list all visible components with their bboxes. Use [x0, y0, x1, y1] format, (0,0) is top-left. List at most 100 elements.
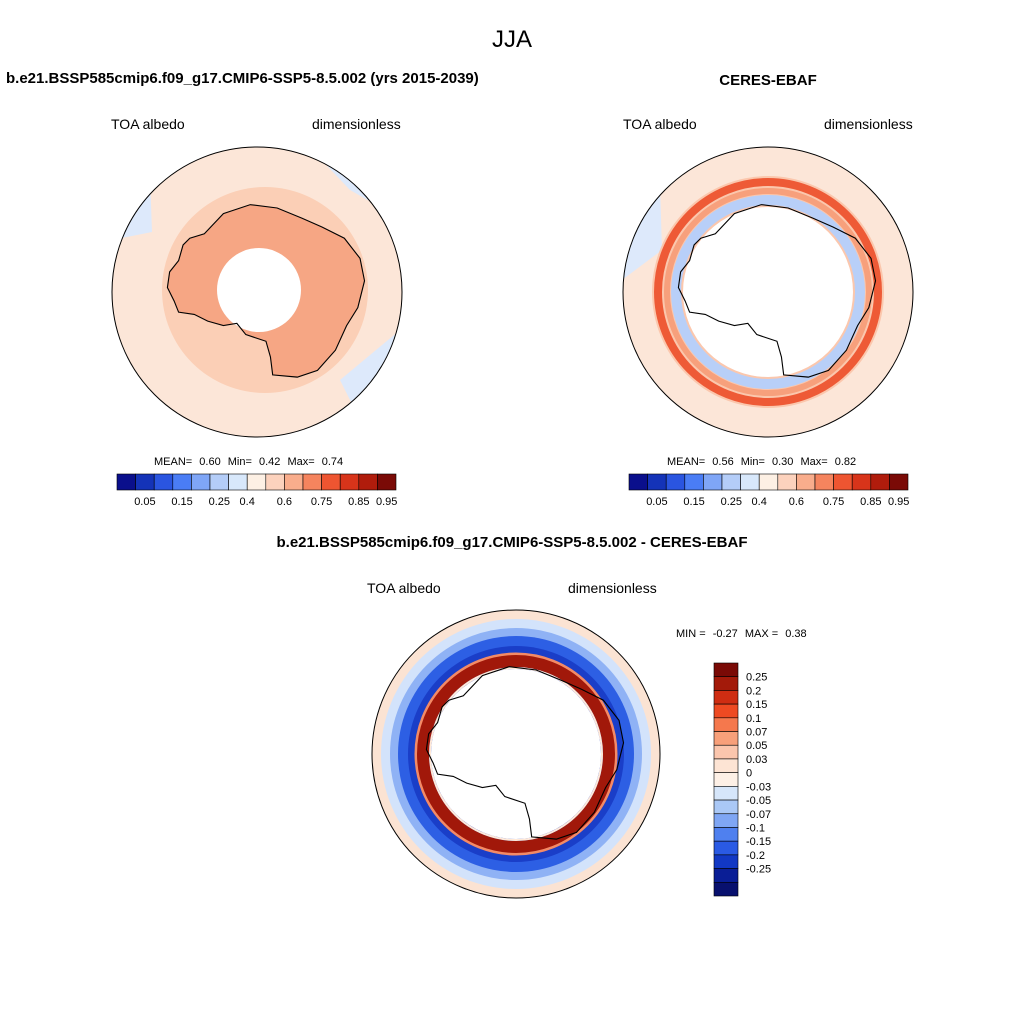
panel-1-colorbar-tick-label: 0.05: [134, 496, 155, 508]
panel-3-map: [372, 610, 660, 898]
panel-2-colorbar-swatch: [777, 473, 797, 491]
panel-2-colorbar-swatch: [814, 473, 834, 491]
panel-3-colorbar-swatch: [713, 786, 739, 801]
panel-3-colorbar-tick-label: -0.2: [746, 850, 765, 862]
panel-1-colorbar-swatch: [246, 473, 267, 491]
panel-3-colorbar-swatch: [713, 772, 739, 787]
panel-2-colorbar-tick-label: 0.95: [888, 496, 909, 508]
panel-1-colorbar-swatch: [265, 473, 285, 491]
panel-1-colorbar-swatch: [377, 473, 397, 491]
panel-2-colorbar-swatch: [721, 473, 741, 491]
panel-1-colorbar-swatch: [135, 473, 155, 491]
panel-3-colorbar-tick-label: 0.15: [746, 699, 767, 711]
panel-3-colorbar-tick-label: -0.15: [746, 836, 771, 848]
panel-2-colorbar-tick-label: 0.15: [683, 496, 704, 508]
panel-3-units-label: dimensionless: [568, 580, 657, 596]
panel-2-colorbar-tick-label: 0.25: [721, 496, 742, 508]
min-label: MIN =: [676, 628, 706, 640]
panel-1-map-border: [111, 146, 403, 438]
panel-1-colorbar-tick-label: 0.95: [376, 496, 397, 508]
panel-2-colorbar-swatch: [851, 473, 872, 491]
panel-3-colorbar-tick-label: 0: [746, 768, 752, 780]
panel-1-colorbar-tick-label: 0.85: [348, 496, 369, 508]
panel-1-stats: MEAN= 0.60 Min= 0.42 Max= 0.74: [154, 456, 343, 468]
panel-2-colorbar-swatch: [758, 473, 779, 491]
panel-3-colorbar-tick-label: 0.2: [746, 685, 761, 697]
panel-3-colorbar-swatch: [713, 758, 739, 773]
panel-2-colorbar-swatch: [796, 473, 816, 491]
panel-3-map-border: [371, 609, 661, 899]
panel-1-colorbar-tick-label: 0.4: [240, 496, 255, 508]
panel-2-variable-label: TOA albedo: [623, 116, 697, 132]
panel-2-colorbar-swatch: [870, 473, 890, 491]
panel-3-colorbar-swatch: [713, 840, 739, 856]
min-value: -0.27: [712, 628, 738, 640]
max-label: MAX =: [744, 628, 779, 640]
figure-title: JJA: [491, 26, 533, 53]
panel-1-colorbar-swatch: [153, 473, 174, 491]
panel-2-map: [623, 147, 913, 437]
panel-2-colorbar: 0.05 0.15 0.25 0.4 0.6 0.75 0.85 0.95: [628, 473, 909, 508]
panel-2-colorbar-tick-label: 0.75: [823, 496, 844, 508]
panel-2-colorbar-swatch: [647, 473, 667, 491]
panel-3-colorbar-swatch: [713, 662, 739, 678]
max-label: Max=: [287, 456, 315, 468]
panel-3-colorbar-swatch: [713, 813, 739, 828]
panel-3-title: b.e21.BSSP585cmip6.f09_g17.CMIP6-SSP5-8.…: [276, 534, 748, 551]
panel-1-colorbar-swatch: [339, 473, 360, 491]
panel-3-colorbar-tick-label: -0.05: [746, 795, 771, 807]
panel-2-map-border: [622, 146, 914, 438]
panel-1-colorbar-swatch: [358, 473, 378, 491]
panel-3-colorbar-swatch: [713, 717, 739, 732]
panel-1-colorbar-swatch: [116, 473, 136, 491]
panel-1-colorbar-swatch: [209, 473, 229, 491]
panel-3-colorbar-tick-label: -0.25: [746, 864, 771, 876]
panel-1-colorbar-tick-label: 0.75: [311, 496, 332, 508]
panel-3-colorbar-tick-label: -0.1: [746, 822, 765, 834]
panel-3-colorbar-swatch: [713, 854, 739, 869]
panel-2-colorbar-swatch: [684, 473, 704, 491]
panel-2-colorbar-tick-label: 0.85: [860, 496, 881, 508]
panel-3-colorbar-tick-label: -0.03: [746, 781, 771, 793]
min-value: 0.42: [258, 456, 281, 468]
panel-2-colorbar-swatch: [628, 473, 648, 491]
panel-1-colorbar-swatch: [321, 473, 341, 491]
panel-2-colorbar-swatch: [665, 473, 686, 491]
panel-1-variable-label: TOA albedo: [111, 116, 185, 132]
panel-3-colorbar-tick-label: 0.05: [746, 740, 767, 752]
panel-3-colorbar-swatch: [713, 690, 739, 705]
panel-2-colorbar-swatch: [703, 473, 723, 491]
panel-2-title: CERES-EBAF: [719, 72, 817, 89]
min-value: 0.30: [771, 456, 794, 468]
panel-1-colorbar-tick-label: 0.15: [171, 496, 192, 508]
panel-2-colorbar-swatch: [889, 473, 909, 491]
panel-1-colorbar: 0.05 0.15 0.25 0.4 0.6 0.75 0.85 0.95: [116, 473, 397, 508]
min-label: Min=: [740, 456, 765, 468]
panel-3-colorbar-swatch: [713, 868, 739, 883]
panel-3-variable-label: TOA albedo: [367, 580, 441, 596]
panel-1-map: [112, 147, 402, 437]
panel-1-colorbar-tick-label: 0.25: [209, 496, 230, 508]
panel-2-colorbar-tick-label: 0.4: [752, 496, 767, 508]
max-label: Max=: [800, 456, 828, 468]
panel-1-units-label: dimensionless: [312, 116, 401, 132]
panel-3-colorbar: 0.250.2 0.15 0.1 0.070.05 0.03 0-0.03 -0.05 -0.…: [713, 662, 771, 897]
max-value: 0.38: [785, 628, 807, 640]
panel-3-colorbar-swatch: [713, 881, 739, 897]
panel-2-colorbar-tick-label: 0.6: [789, 496, 804, 508]
panel-2-colorbar-tick-label: 0.05: [646, 496, 667, 508]
panel-1-colorbar-swatch: [284, 473, 304, 491]
panel-1-colorbar-swatch: [228, 473, 248, 491]
mean-label: MEAN=: [154, 456, 193, 468]
panel-3-colorbar-swatch: [713, 744, 739, 760]
min-label: Min=: [227, 456, 252, 468]
panel-3-colorbar-swatch: [713, 731, 739, 746]
panel-3-colorbar-swatch: [713, 676, 739, 691]
panel-1-colorbar-swatch: [172, 473, 192, 491]
max-value: 0.74: [321, 456, 344, 468]
mean-label: MEAN=: [667, 456, 706, 468]
panel-3-colorbar-tick-label: 0.03: [746, 754, 767, 766]
panel-2-colorbar-swatch: [740, 473, 760, 491]
panel-3-colorbar-tick-label: 0.07: [746, 727, 767, 739]
